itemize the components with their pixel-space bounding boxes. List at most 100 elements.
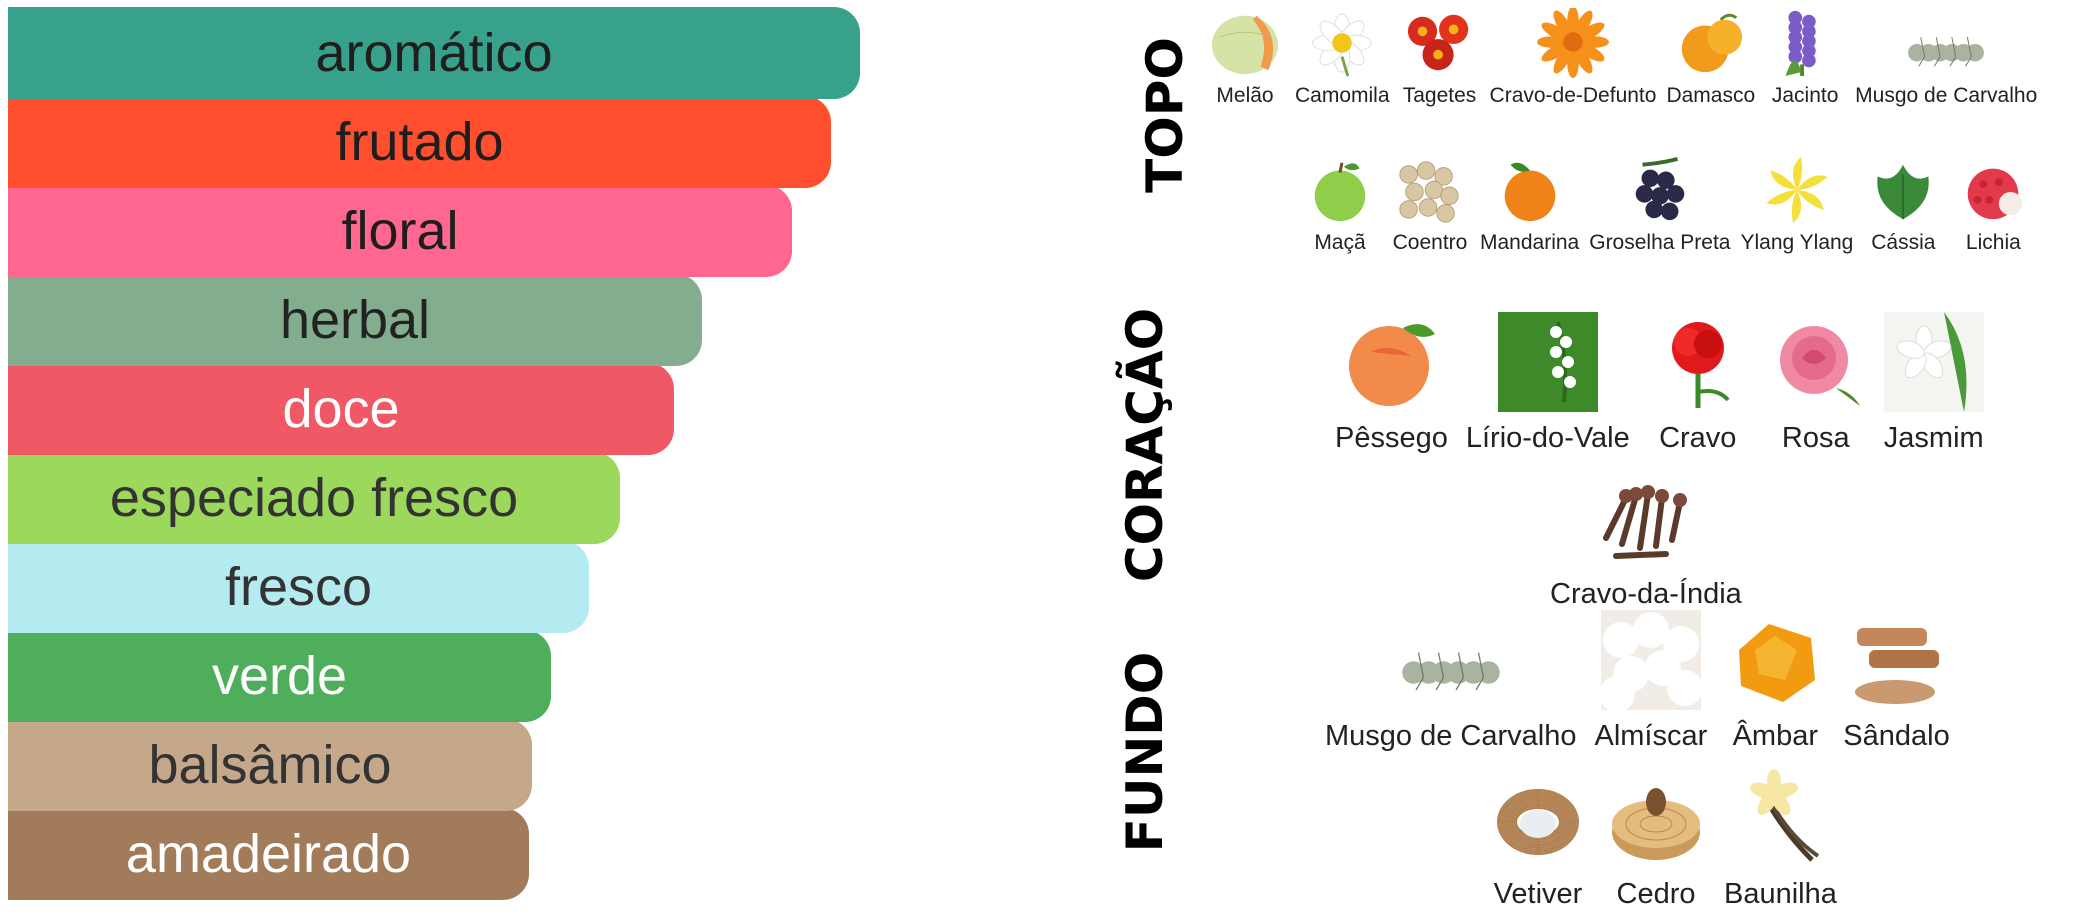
note-item: Maçã [1300, 155, 1380, 255]
note-item: Rosa [1766, 312, 1866, 455]
note-item: Âmbar [1725, 610, 1825, 753]
note-item: Cássia [1863, 155, 1943, 255]
note-name: Cássia [1871, 231, 1936, 254]
note-name: Coentro [1392, 231, 1468, 254]
note-item: Cedro [1606, 768, 1706, 911]
note-item: Vetiver [1488, 768, 1588, 911]
accord-label: balsâmico [148, 735, 392, 795]
note-item: Camomila [1295, 8, 1390, 108]
note-item: Jacinto [1765, 8, 1845, 108]
note-name: Musgo de Carvalho [1325, 720, 1577, 752]
coriander-icon [1390, 155, 1470, 225]
note-name: Damasco [1666, 84, 1756, 107]
note-item: Damasco [1666, 8, 1755, 108]
rose-icon [1766, 312, 1866, 412]
note-name: Lichia [1965, 231, 2021, 254]
note-name: Almíscar [1594, 720, 1708, 752]
accord-label: aromático [315, 23, 553, 83]
ylang-ylang-icon [1757, 155, 1837, 225]
clove-icon [1596, 468, 1696, 568]
note-name: Pêssego [1335, 422, 1448, 454]
note-name: Âmbar [1732, 720, 1818, 752]
jasmine-icon [1883, 312, 1984, 412]
accord-label: doce [282, 379, 400, 439]
mandarin-icon [1490, 155, 1570, 225]
note-name: Groselha Preta [1589, 231, 1731, 254]
note-name: Cedro [1616, 878, 1696, 910]
note-name: Rosa [1781, 422, 1850, 454]
accord-label: floral [341, 201, 459, 261]
note-name: Ylang Ylang [1740, 231, 1854, 254]
oakmoss-icon [1401, 610, 1501, 710]
base-notes-row-1: Musgo de Carvalho Almíscar Âmbar Sândalo [1325, 610, 1950, 753]
amber-icon [1725, 610, 1825, 710]
note-item: Musgo de Carvalho [1855, 8, 2037, 108]
accord-label: amadeirado [125, 824, 412, 884]
base-notes-row-2: Vetiver Cedro Baunilha [1488, 768, 1837, 911]
note-name: Lírio-do-Vale [1465, 422, 1630, 454]
note-name: Jacinto [1771, 84, 1839, 107]
note-name: Maçã [1314, 231, 1366, 254]
accord-label: especiado fresco [109, 468, 519, 528]
lychee-icon [1953, 155, 2033, 225]
apricot-icon [1671, 8, 1751, 78]
accord-bar: fresco [8, 541, 589, 633]
note-item: Tagetes [1400, 8, 1480, 108]
accord-label: fresco [224, 557, 373, 617]
note-name: Vetiver [1493, 878, 1583, 910]
accord-bar: frutado [8, 96, 831, 188]
note-item: Groselha Preta [1589, 155, 1730, 255]
accord-bar: aromático [8, 7, 860, 99]
note-name: Musgo de Carvalho [1855, 84, 2038, 107]
apple-icon [1300, 155, 1380, 225]
note-item: Coentro [1390, 155, 1470, 255]
hyacinth-icon [1765, 8, 1845, 78]
note-name: Cravo [1659, 422, 1737, 454]
top-notes-row-1: Melão Camomila Tagetes Cravo-de-Defunto Dama… [1205, 8, 2037, 108]
heart-notes-row-1: Pêssego Lírio-do-Vale Cravo Rosa Jasmim [1335, 312, 1984, 455]
vanilla-icon [1730, 768, 1830, 868]
note-name: Sândalo [1843, 720, 1950, 752]
note-item: Baunilha [1724, 768, 1837, 911]
cedar-icon [1606, 768, 1706, 868]
sandalwood-icon [1847, 610, 1947, 710]
note-item: Jasmim [1883, 312, 1984, 455]
note-name: Cravo-da-Índia [1550, 578, 1742, 610]
note-item: Cravo-de-Defunto [1489, 8, 1657, 108]
note-name: Camomila [1295, 84, 1390, 107]
note-name: Baunilha [1724, 878, 1837, 910]
note-name: Melão [1216, 84, 1274, 107]
accords-list: aromático frutado floral herbal doce especiad… [8, 7, 1008, 900]
note-item: Ylang Ylang [1740, 155, 1853, 255]
note-item: Mandarina [1480, 155, 1579, 255]
note-item: Pêssego [1335, 312, 1448, 455]
accord-bar: floral [8, 185, 792, 277]
accord-bar: especiado fresco [8, 452, 620, 544]
note-name: Tagetes [1402, 84, 1477, 107]
note-item: Cravo [1648, 312, 1748, 455]
note-item: Melão [1205, 8, 1285, 108]
accord-label: herbal [279, 290, 431, 350]
peach-icon [1341, 312, 1441, 412]
accord-bar: amadeirado [8, 808, 529, 900]
oakmoss-icon [1906, 8, 1986, 78]
cassis-leaf-icon [1863, 155, 1943, 225]
tagetes-icon [1400, 8, 1480, 78]
accord-label: verde [211, 646, 348, 706]
note-item: Almíscar [1594, 610, 1707, 753]
blackcurrant-icon [1620, 155, 1700, 225]
note-name: Jasmim [1883, 422, 1984, 454]
note-item: Cravo-da-Índia [1550, 468, 1742, 611]
note-item: Lichia [1953, 155, 2033, 255]
vetiver-icon [1488, 768, 1588, 868]
lily-of-the-valley-icon [1497, 312, 1598, 412]
note-name: Cravo-de-Defunto [1489, 84, 1657, 107]
chamomile-icon [1302, 8, 1382, 78]
accord-bar: herbal [8, 274, 702, 366]
note-name: Mandarina [1480, 231, 1580, 254]
heart-notes-row-2: Cravo-da-Índia [1550, 468, 1742, 611]
accord-bar: doce [8, 363, 674, 455]
calendula-icon [1533, 8, 1613, 78]
melon-icon [1205, 8, 1285, 78]
accord-bar: balsâmico [8, 719, 532, 811]
